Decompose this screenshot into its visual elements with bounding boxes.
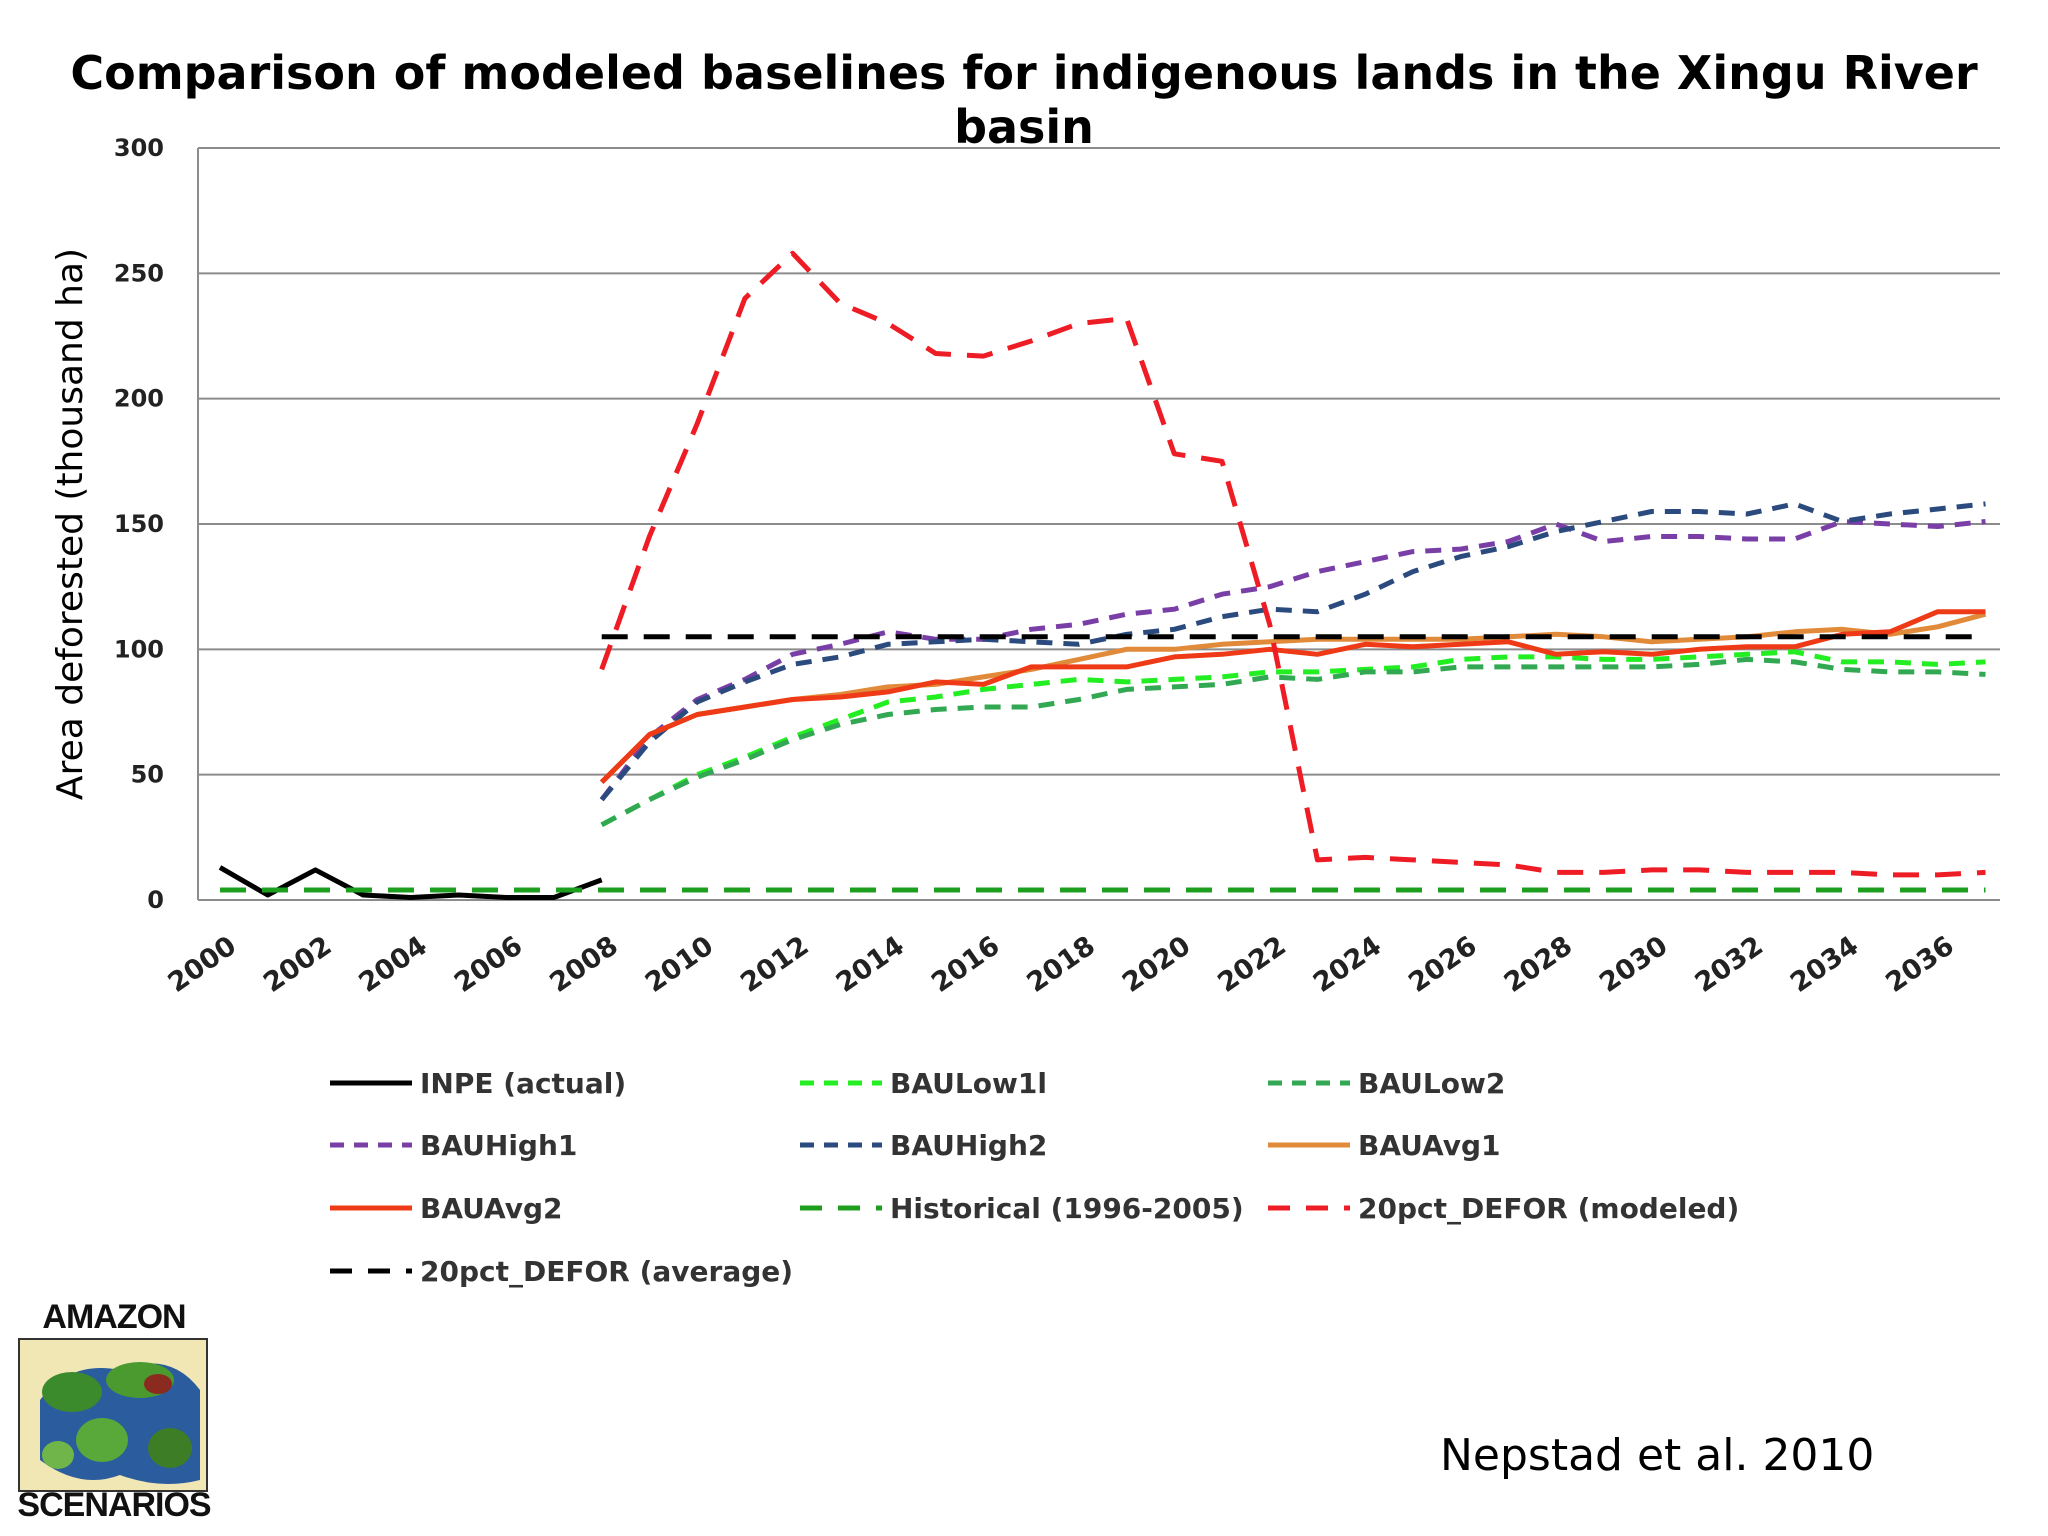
x-tick-label: 2034 [1785, 930, 1864, 999]
x-tick-label: 2010 [640, 930, 719, 999]
series-line-4 [599, 501, 1986, 802]
legend-label-9: 20pct_DEFOR (average) [420, 1255, 793, 1288]
legend-label-2: BAULow2 [1358, 1067, 1505, 1100]
amazon-scenarios-logo: AMAZON SCENARIOS [16, 1298, 212, 1526]
legend-label-8: 20pct_DEFOR (modeled) [1358, 1192, 1739, 1225]
grid-lines [198, 147, 2000, 901]
x-tick-label: 2000 [163, 930, 242, 999]
x-tick-label: 2036 [1880, 930, 1959, 999]
series-lines [218, 250, 1987, 900]
series-line-8 [599, 250, 1986, 878]
citation: Nepstad et al. 2010 [1440, 1430, 1875, 1481]
legend-label-5: BAUAvg1 [1358, 1129, 1500, 1162]
series-line-3 [599, 519, 1986, 802]
x-tick-label: 2008 [544, 930, 623, 999]
x-tick-label: 2030 [1594, 930, 1673, 999]
x-tick-label: 2016 [926, 930, 1005, 999]
y-tick-label: 100 [114, 635, 164, 663]
x-tick-labels: 2000 2002 2004 2006 2008 2010 2012 2014 2016 2018… [163, 930, 1960, 999]
x-tick-label: 2006 [449, 930, 528, 999]
legend-label-0: INPE (actual) [420, 1067, 626, 1100]
chart-title: Comparison of modeled baselines for indi… [70, 46, 1978, 154]
x-tick-label: 2004 [354, 930, 433, 999]
y-tick-label: 50 [131, 761, 164, 789]
x-tick-label: 2024 [1308, 930, 1387, 999]
legend: INPE (actual) BAULow1l BAULow2 BAUHigh1 BAUH… [330, 1067, 1739, 1288]
series-line-1 [600, 649, 1986, 828]
y-axis-label: Area deforested (thousand ha) [50, 248, 91, 800]
x-tick-label: 2032 [1690, 930, 1769, 999]
y-tick-label: 200 [114, 385, 164, 413]
series-line-2 [600, 656, 1986, 828]
x-tick-label: 2020 [1117, 930, 1196, 999]
x-tick-label: 2028 [1499, 930, 1578, 999]
legend-label-1: BAULow1l [890, 1067, 1047, 1100]
legend-label-4: BAUHigh2 [890, 1129, 1047, 1162]
logo-map-image [18, 1338, 208, 1492]
x-tick-label: 2002 [258, 930, 337, 999]
legend-label-3: BAUHigh1 [420, 1129, 577, 1162]
series-line-6 [599, 609, 1986, 784]
x-tick-label: 2026 [1403, 930, 1482, 999]
logo-bottom-text: SCENARIOS [17, 1486, 211, 1524]
y-tick-labels: 0 50 100 150 200 250 300 [114, 134, 164, 914]
legend-label-7: Historical (1996-2005) [890, 1192, 1244, 1225]
legend-label-6: BAUAvg2 [420, 1192, 562, 1225]
y-tick-label: 150 [114, 510, 164, 538]
x-tick-label: 2018 [1022, 930, 1101, 999]
y-tick-label: 250 [114, 259, 164, 287]
logo-top-text: AMAZON [42, 1298, 186, 1336]
x-tick-label: 2014 [831, 930, 910, 999]
series-line-0 [218, 865, 603, 900]
y-tick-label: 0 [147, 886, 164, 914]
x-tick-label: 2022 [1212, 930, 1291, 999]
x-tick-label: 2012 [735, 930, 814, 999]
y-tick-label: 300 [114, 134, 164, 162]
